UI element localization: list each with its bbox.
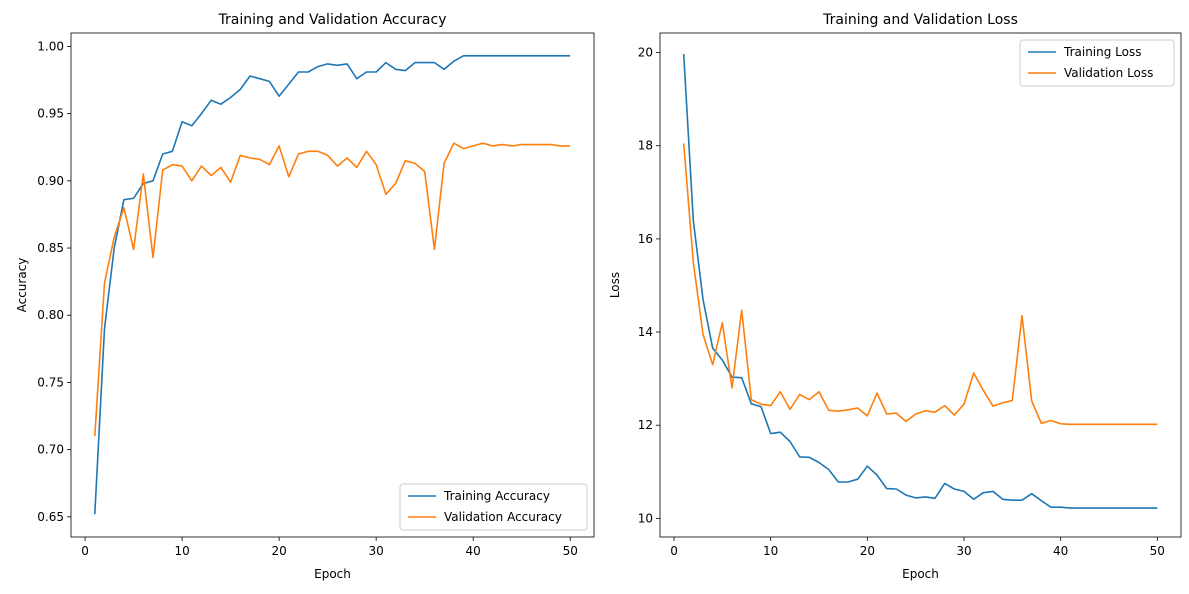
x-axis-label: Epoch — [902, 567, 939, 581]
x-tick-label: 40 — [1053, 544, 1068, 558]
x-tick-label: 20 — [271, 544, 286, 558]
y-tick-label: 0.85 — [37, 241, 64, 255]
x-tick-label: 30 — [956, 544, 971, 558]
y-tick-label: 20 — [638, 46, 653, 60]
series-line-validation-loss — [682, 143, 1158, 426]
y-tick-label: 0.75 — [37, 375, 64, 389]
y-tick-label: 16 — [638, 232, 653, 246]
chart-accuracy: 0 10 20 30 40 50 0.65 0.70 0.75 0.80 0.85 0.90 0.95 1… — [15, 12, 595, 581]
x-tick-label: 0 — [670, 544, 678, 558]
legend-label: Validation Loss — [1064, 66, 1153, 80]
x-tick-label: 0 — [81, 544, 89, 558]
y-tick-label: 0.95 — [37, 107, 64, 121]
x-tick-label: 20 — [860, 544, 875, 558]
y-tick-label: 14 — [638, 325, 653, 339]
chart-loss: 0 10 20 30 40 50 10 12 14 16 18 20 Training and Vali… — [608, 12, 1182, 581]
y-tick-label: 0.65 — [37, 510, 64, 524]
series-line-training-loss — [682, 53, 1158, 509]
y-tick-label: 0.70 — [37, 443, 64, 457]
y-tick-label: 0.80 — [37, 308, 64, 322]
x-tick-label: 50 — [563, 544, 578, 558]
axes-frame — [70, 32, 595, 538]
series-line-validation-accuracy — [94, 142, 571, 437]
y-axis-label: Accuracy — [15, 258, 29, 313]
x-tick-label: 40 — [466, 544, 481, 558]
y-tick-label: 10 — [638, 511, 653, 525]
x-tick-label: 50 — [1150, 544, 1165, 558]
legend: Training Loss Validation Loss — [1019, 39, 1175, 87]
y-tick-label: 18 — [638, 139, 653, 153]
legend-box — [399, 483, 588, 531]
x-tick-label: 30 — [369, 544, 384, 558]
legend-label: Validation Accuracy — [444, 510, 562, 524]
y-tick-label: 1.00 — [37, 39, 64, 53]
axes-frame — [659, 32, 1182, 538]
x-tick-label: 10 — [763, 544, 778, 558]
x-tick-label: 10 — [174, 544, 189, 558]
legend: Training Accuracy Validation Accuracy — [399, 483, 588, 531]
chart-title: Training and Validation Accuracy — [218, 12, 447, 28]
y-tick-label: 12 — [638, 418, 653, 432]
legend-box — [1019, 39, 1175, 87]
y-axis-label: Loss — [608, 272, 622, 298]
legend-label: Training Accuracy — [443, 489, 550, 503]
chart-title: Training and Validation Loss — [822, 12, 1018, 28]
series-line-training-accuracy — [94, 54, 571, 515]
x-axis-label: Epoch — [314, 567, 351, 581]
legend-label: Training Loss — [1063, 45, 1141, 59]
y-tick-label: 0.90 — [37, 174, 64, 188]
